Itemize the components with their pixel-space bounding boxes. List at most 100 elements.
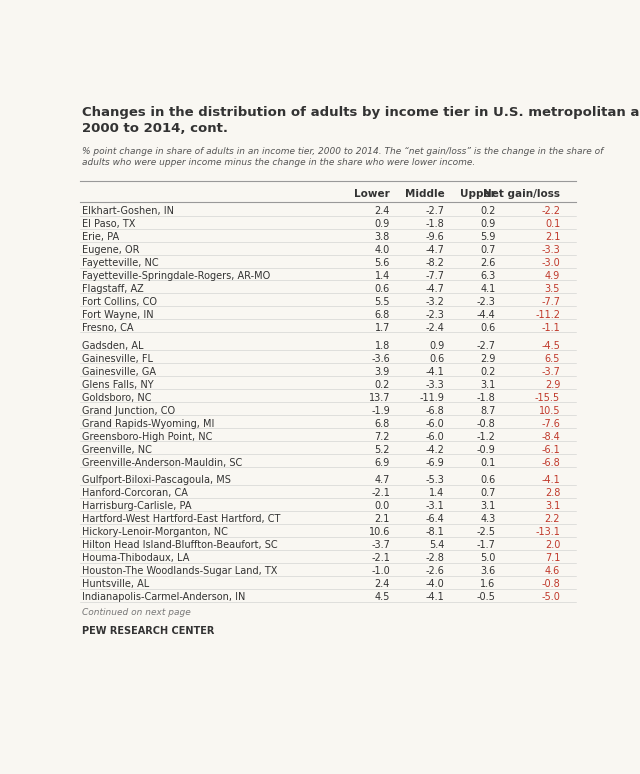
Text: 4.1: 4.1 (481, 284, 495, 294)
Text: 1.7: 1.7 (374, 323, 390, 333)
Text: Changes in the distribution of adults by income tier in U.S. metropolitan areas,: Changes in the distribution of adults by… (83, 106, 640, 135)
Text: 0.1: 0.1 (545, 219, 560, 229)
Text: 4.0: 4.0 (375, 245, 390, 255)
Text: Net gain/loss: Net gain/loss (483, 189, 560, 199)
Text: -2.2: -2.2 (541, 206, 560, 216)
Text: -6.1: -6.1 (541, 444, 560, 454)
Text: Greenville-Anderson-Mauldin, SC: Greenville-Anderson-Mauldin, SC (83, 457, 243, 467)
Text: -11.2: -11.2 (535, 310, 560, 320)
Text: -3.2: -3.2 (426, 296, 445, 307)
Text: 3.8: 3.8 (375, 232, 390, 241)
Text: -6.4: -6.4 (426, 514, 445, 524)
Text: Gainesville, FL: Gainesville, FL (83, 354, 154, 364)
Text: -7.7: -7.7 (541, 296, 560, 307)
Text: 0.7: 0.7 (480, 488, 495, 498)
Text: 5.9: 5.9 (480, 232, 495, 241)
Text: 0.6: 0.6 (481, 323, 495, 333)
Text: -0.8: -0.8 (541, 579, 560, 589)
Text: 1.4: 1.4 (375, 271, 390, 281)
Text: 6.3: 6.3 (481, 271, 495, 281)
Text: 6.5: 6.5 (545, 354, 560, 364)
Text: 6.8: 6.8 (375, 419, 390, 429)
Text: Gulfport-Biloxi-Pascagoula, MS: Gulfport-Biloxi-Pascagoula, MS (83, 475, 231, 485)
Text: El Paso, TX: El Paso, TX (83, 219, 136, 229)
Text: -11.9: -11.9 (420, 392, 445, 402)
Text: 2.0: 2.0 (545, 540, 560, 550)
Text: Fort Wayne, IN: Fort Wayne, IN (83, 310, 154, 320)
Text: Elkhart-Goshen, IN: Elkhart-Goshen, IN (83, 206, 175, 216)
Text: -15.5: -15.5 (535, 392, 560, 402)
Text: -0.9: -0.9 (477, 444, 495, 454)
Text: -2.5: -2.5 (477, 527, 495, 537)
Text: 1.8: 1.8 (375, 341, 390, 351)
Text: 3.6: 3.6 (481, 567, 495, 576)
Text: -2.7: -2.7 (426, 206, 445, 216)
Text: Greensboro-High Point, NC: Greensboro-High Point, NC (83, 432, 213, 441)
Text: 2.1: 2.1 (545, 232, 560, 241)
Text: -1.2: -1.2 (477, 432, 495, 441)
Text: 1.4: 1.4 (429, 488, 445, 498)
Text: 4.3: 4.3 (481, 514, 495, 524)
Text: 0.0: 0.0 (375, 502, 390, 512)
Text: 2.2: 2.2 (545, 514, 560, 524)
Text: 0.9: 0.9 (375, 219, 390, 229)
Text: Grand Junction, CO: Grand Junction, CO (83, 406, 175, 416)
Text: Grand Rapids-Wyoming, MI: Grand Rapids-Wyoming, MI (83, 419, 215, 429)
Text: Harrisburg-Carlisle, PA: Harrisburg-Carlisle, PA (83, 502, 192, 512)
Text: Eugene, OR: Eugene, OR (83, 245, 140, 255)
Text: Greenville, NC: Greenville, NC (83, 444, 152, 454)
Text: -6.0: -6.0 (426, 419, 445, 429)
Text: -7.7: -7.7 (426, 271, 445, 281)
Text: -0.5: -0.5 (477, 592, 495, 602)
Text: -3.3: -3.3 (541, 245, 560, 255)
Text: -2.3: -2.3 (477, 296, 495, 307)
Text: 7.2: 7.2 (374, 432, 390, 441)
Text: -4.7: -4.7 (426, 284, 445, 294)
Text: -7.6: -7.6 (541, 419, 560, 429)
Text: Glens Falls, NY: Glens Falls, NY (83, 379, 154, 389)
Text: Flagstaff, AZ: Flagstaff, AZ (83, 284, 144, 294)
Text: 0.6: 0.6 (429, 354, 445, 364)
Text: Houma-Thibodaux, LA: Houma-Thibodaux, LA (83, 553, 190, 563)
Text: 2.1: 2.1 (374, 514, 390, 524)
Text: -5.3: -5.3 (426, 475, 445, 485)
Text: -8.2: -8.2 (426, 258, 445, 268)
Text: -1.8: -1.8 (426, 219, 445, 229)
Text: Erie, PA: Erie, PA (83, 232, 120, 241)
Text: 5.4: 5.4 (429, 540, 445, 550)
Text: Gadsden, AL: Gadsden, AL (83, 341, 144, 351)
Text: Huntsville, AL: Huntsville, AL (83, 579, 150, 589)
Text: -3.6: -3.6 (371, 354, 390, 364)
Text: -6.0: -6.0 (426, 432, 445, 441)
Text: 2.8: 2.8 (545, 488, 560, 498)
Text: % point change in share of adults in an income tier, 2000 to 2014. The “net gain: % point change in share of adults in an … (83, 146, 604, 166)
Text: 3.1: 3.1 (545, 502, 560, 512)
Text: 2.4: 2.4 (374, 206, 390, 216)
Text: Lower: Lower (355, 189, 390, 199)
Text: -1.7: -1.7 (477, 540, 495, 550)
Text: -2.7: -2.7 (477, 341, 495, 351)
Text: 0.2: 0.2 (480, 367, 495, 377)
Text: -1.9: -1.9 (371, 406, 390, 416)
Text: Upper: Upper (460, 189, 495, 199)
Text: 3.1: 3.1 (481, 502, 495, 512)
Text: 1.6: 1.6 (481, 579, 495, 589)
Text: 4.6: 4.6 (545, 567, 560, 576)
Text: -8.4: -8.4 (541, 432, 560, 441)
Text: 6.8: 6.8 (375, 310, 390, 320)
Text: 3.9: 3.9 (375, 367, 390, 377)
Text: Indianapolis-Carmel-Anderson, IN: Indianapolis-Carmel-Anderson, IN (83, 592, 246, 602)
Text: -4.0: -4.0 (426, 579, 445, 589)
Text: -4.4: -4.4 (477, 310, 495, 320)
Text: 0.1: 0.1 (481, 457, 495, 467)
Text: 3.1: 3.1 (481, 379, 495, 389)
Text: -8.1: -8.1 (426, 527, 445, 537)
Text: 2.6: 2.6 (480, 258, 495, 268)
Text: -3.3: -3.3 (426, 379, 445, 389)
Text: -4.1: -4.1 (426, 367, 445, 377)
Text: -4.1: -4.1 (426, 592, 445, 602)
Text: 5.6: 5.6 (374, 258, 390, 268)
Text: Hanford-Corcoran, CA: Hanford-Corcoran, CA (83, 488, 188, 498)
Text: -0.8: -0.8 (477, 419, 495, 429)
Text: 2.9: 2.9 (545, 379, 560, 389)
